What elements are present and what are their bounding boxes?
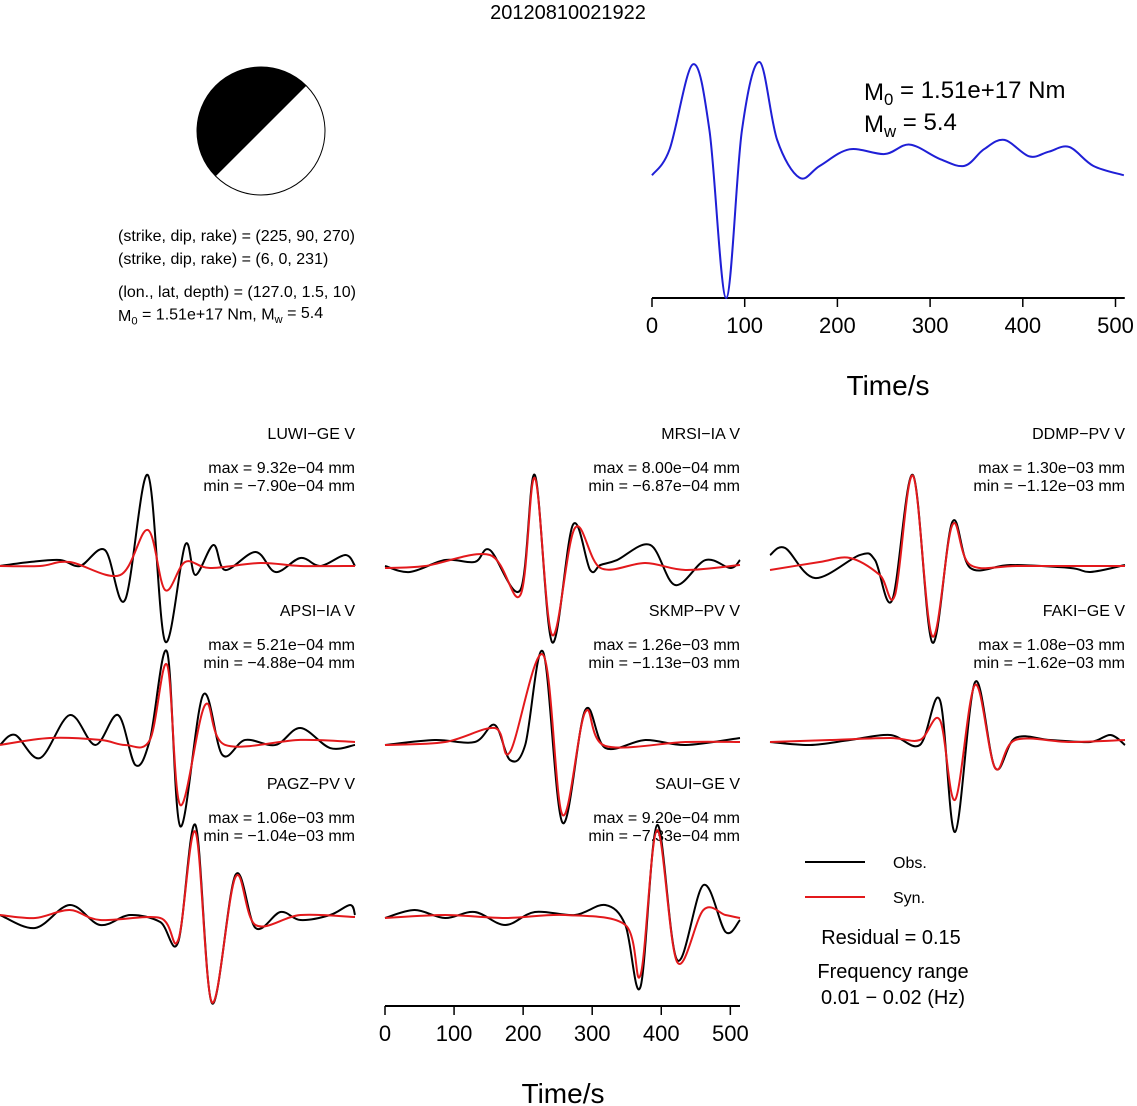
x-axis-title: Time/s: [522, 1078, 605, 1106]
trace: [384, 649, 741, 824]
subscript: w: [274, 314, 284, 326]
station-label: PAGZ−PV V: [267, 776, 356, 793]
text-run: (lon., lat, depth) = (127.0, 1.5, 10): [118, 284, 356, 301]
min-label: min = −7.33e−04 mm: [588, 828, 740, 845]
station-label: DDMP−PV V: [1032, 426, 1125, 443]
text-run: = 1.51e+17 Nm, M: [138, 307, 275, 324]
station-label: FAKI−GE V: [1043, 603, 1126, 620]
subscript: w: [883, 122, 897, 141]
mechanism-line: M0​ = 1.51e+17 Nm, Mw​ = 5.4: [118, 305, 323, 327]
min-label: min = −1.13e−03 mm: [588, 655, 740, 672]
max-label: max = 1.08e−03 mm: [978, 637, 1125, 654]
text-run: (strike, dip, rake) = (225, 90, 270): [118, 228, 355, 245]
trace: [769, 683, 1126, 801]
max-label: max = 5.21e−04 mm: [208, 637, 355, 654]
subscript: 0: [884, 90, 893, 109]
trace: [769, 680, 1126, 834]
x-tick-label: 500: [1097, 313, 1134, 338]
x-tick-label: 400: [643, 1021, 680, 1046]
frequency-range: Frequency range: [817, 961, 968, 983]
max-label: max = 9.32e−04 mm: [208, 460, 355, 477]
mechanism-line: (strike, dip, rake) = (6, 0, 231): [118, 251, 328, 268]
x-tick-label: 300: [912, 313, 949, 338]
min-label: min = −1.04e−03 mm: [203, 828, 355, 845]
station-label: MRSI−IA V: [661, 426, 740, 443]
text-run: M: [864, 79, 884, 106]
x-tick-label: 100: [436, 1021, 473, 1046]
x-tick-label: 200: [505, 1021, 542, 1046]
residual: Residual = 0.15: [821, 927, 961, 949]
frequency-range: 0.01 − 0.02 (Hz): [821, 987, 965, 1009]
max-label: max = 1.26e−03 mm: [593, 637, 740, 654]
trace: [0, 663, 356, 807]
max-label: max = 1.06e−03 mm: [208, 810, 355, 827]
station-label: SKMP−PV V: [649, 603, 740, 620]
x-axis-title: Time/s: [847, 370, 930, 401]
beachball: [196, 66, 326, 196]
station-label: LUWI−GE V: [267, 426, 355, 443]
trace: [384, 829, 741, 979]
subscript: 0: [131, 315, 137, 327]
trace: [384, 653, 741, 817]
text-run: = 5.4: [896, 109, 957, 136]
max-label: max = 8.00e−04 mm: [593, 460, 740, 477]
x-tick-label: 300: [574, 1021, 611, 1046]
text-run: M: [118, 308, 131, 325]
text-run: M: [864, 111, 884, 138]
x-tick-label: 0: [646, 313, 658, 338]
figure-title: 20120810021922: [490, 2, 646, 24]
station-label: SAUI−GE V: [655, 776, 740, 793]
text-run: (strike, dip, rake) = (6, 0, 231): [118, 251, 328, 268]
max-label: max = 1.30e−03 mm: [978, 460, 1125, 477]
text-run: = 1.51e+17 Nm: [893, 77, 1065, 104]
source-time-function: [651, 61, 1125, 300]
min-label: min = −1.12e−03 mm: [973, 478, 1125, 495]
x-tick-label: 0: [379, 1021, 391, 1046]
trace: [0, 528, 356, 592]
mechanism-line: (strike, dip, rake) = (225, 90, 270): [118, 228, 355, 245]
trace: [0, 830, 356, 1004]
min-label: min = −6.87e−04 mm: [588, 478, 740, 495]
x-tick-label: 400: [1004, 313, 1041, 338]
beachball-compression: [196, 66, 307, 177]
x-tick-label: 500: [712, 1021, 749, 1046]
max-label: max = 9.20e−04 mm: [593, 810, 740, 827]
x-tick-label: 100: [726, 313, 763, 338]
annotation: M0​ = 1.51e+17 Nm: [864, 77, 1065, 109]
min-label: min = −7.90e−04 mm: [203, 478, 355, 495]
mechanism-line: (lon., lat, depth) = (127.0, 1.5, 10): [118, 284, 356, 301]
min-label: min = −1.62e−03 mm: [973, 655, 1125, 672]
min-label: min = −4.88e−04 mm: [203, 655, 355, 672]
station-label: APSI−IA V: [280, 603, 355, 620]
x-tick-label: 200: [819, 313, 856, 338]
trace: [384, 823, 741, 991]
legend-label: Obs.: [893, 855, 927, 872]
trace: [769, 474, 1126, 638]
annotation: Mw​ = 5.4: [864, 109, 957, 141]
trace: [384, 477, 741, 637]
legend-label: Syn.: [893, 890, 925, 907]
text-run: = 5.4: [283, 305, 324, 322]
